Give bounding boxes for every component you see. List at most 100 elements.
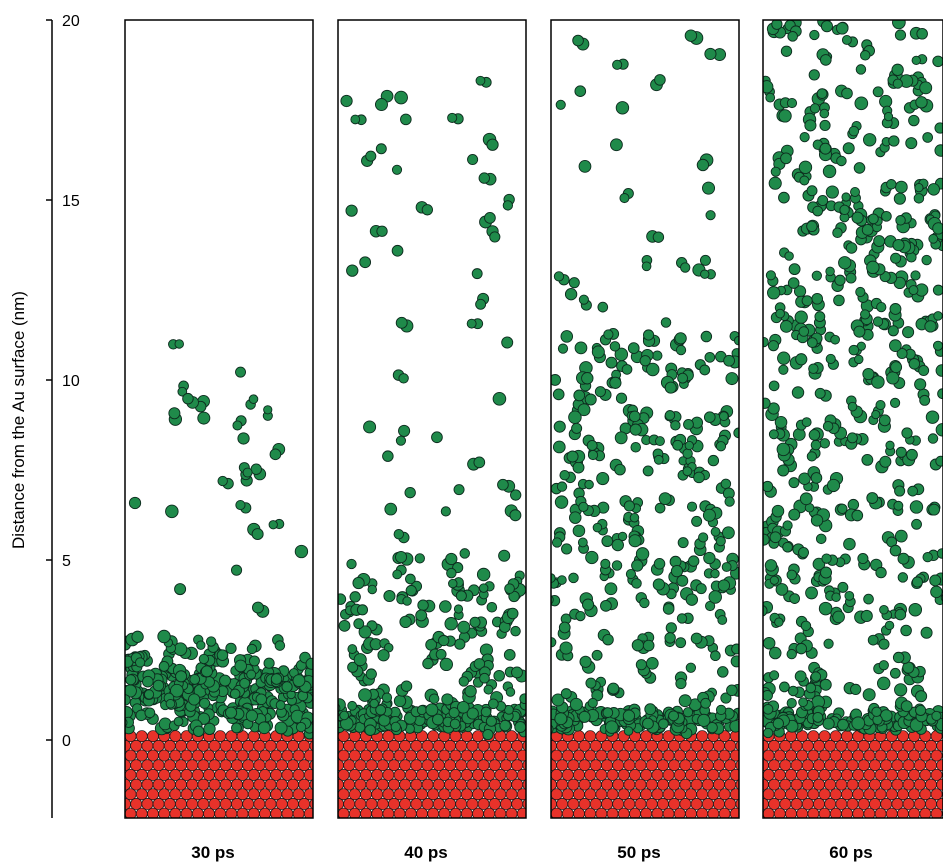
gold-atom <box>516 807 526 818</box>
molecule <box>911 518 922 530</box>
molecule <box>725 372 739 386</box>
panel-frame <box>550 19 740 819</box>
molecule <box>363 420 377 434</box>
molecule <box>929 574 942 587</box>
gold-atom <box>399 739 412 752</box>
gold-atom <box>167 817 173 818</box>
molecule <box>819 108 830 119</box>
molecule <box>554 495 569 509</box>
molecule <box>486 138 499 151</box>
molecule <box>471 268 483 280</box>
gold-atom <box>275 739 288 752</box>
molecule <box>718 411 729 422</box>
molecule <box>347 700 358 711</box>
snapshot-panel: 60 ps <box>762 19 943 862</box>
molecule <box>765 92 776 103</box>
molecule <box>439 600 452 613</box>
molecule <box>695 583 707 595</box>
molecule <box>700 269 710 279</box>
gold-atom <box>869 739 881 752</box>
gold-atom <box>214 749 227 762</box>
molecule <box>630 441 641 453</box>
gold-atom <box>807 768 820 781</box>
gold-atom <box>930 768 943 781</box>
molecule <box>677 537 689 549</box>
molecule <box>466 318 477 329</box>
molecule <box>400 113 412 126</box>
molecule <box>897 572 909 583</box>
gold-atom <box>421 759 434 772</box>
molecule <box>484 212 496 224</box>
molecule <box>358 625 372 639</box>
molecule <box>799 132 810 143</box>
gold-atom <box>623 759 636 772</box>
gold-atom <box>673 788 686 801</box>
gold-atom <box>505 788 518 801</box>
gold-atom <box>925 798 937 810</box>
gold-atom <box>813 778 825 791</box>
gold-atom <box>191 768 204 781</box>
gold-atom <box>818 788 831 801</box>
molecule <box>165 504 179 519</box>
molecule <box>684 440 694 451</box>
molecule <box>871 410 881 420</box>
gold-atom <box>841 730 853 743</box>
gold-atom <box>785 768 797 781</box>
molecule <box>894 485 906 497</box>
molecule <box>275 700 286 711</box>
molecule <box>502 200 514 211</box>
molecule <box>248 394 259 404</box>
molecule <box>435 648 447 660</box>
molecule <box>703 551 716 565</box>
gold-atom <box>338 772 339 777</box>
gold-atom <box>645 798 658 810</box>
gold-atom <box>807 788 820 801</box>
molecule <box>786 97 798 109</box>
gold-atom <box>287 798 299 810</box>
gold-atom <box>696 730 709 743</box>
gold-atom <box>270 768 283 781</box>
molecule <box>581 372 594 385</box>
gold-atom <box>657 798 669 810</box>
gold-atom <box>578 739 591 752</box>
molecule <box>801 295 813 307</box>
gold-atom <box>135 749 148 762</box>
molecule <box>717 579 731 592</box>
molecule <box>900 700 913 713</box>
gold-atom <box>874 788 887 801</box>
molecule <box>878 414 891 427</box>
molecule <box>459 548 470 559</box>
molecule <box>483 684 494 695</box>
gold-atom <box>724 778 737 791</box>
molecule <box>906 448 918 461</box>
gold-atom <box>388 759 400 772</box>
gold-atom <box>685 768 697 781</box>
molecule <box>674 332 687 345</box>
gold-atom <box>360 749 372 762</box>
molecule <box>568 572 579 584</box>
molecule <box>234 659 247 673</box>
molecule <box>697 713 711 727</box>
molecule <box>794 310 808 324</box>
gold-atom <box>634 798 647 810</box>
gold-atom <box>584 768 597 781</box>
gold-atom <box>147 768 159 781</box>
molecule <box>902 326 915 339</box>
molecule <box>895 215 906 226</box>
molecule <box>585 550 599 565</box>
gold-atom <box>885 749 898 762</box>
molecule <box>686 501 698 512</box>
gold-atom <box>891 759 904 772</box>
molecule <box>806 337 818 348</box>
gold-atom <box>488 759 501 772</box>
gold-atom <box>343 778 356 791</box>
gold-atom <box>152 778 165 791</box>
gold-atom <box>354 739 367 752</box>
molecule <box>263 657 275 669</box>
gold-atom <box>651 768 664 781</box>
molecule <box>174 339 184 349</box>
molecule <box>658 492 672 506</box>
molecule <box>928 503 941 516</box>
y-tick-label: 15 <box>62 193 80 210</box>
molecule <box>479 672 490 684</box>
